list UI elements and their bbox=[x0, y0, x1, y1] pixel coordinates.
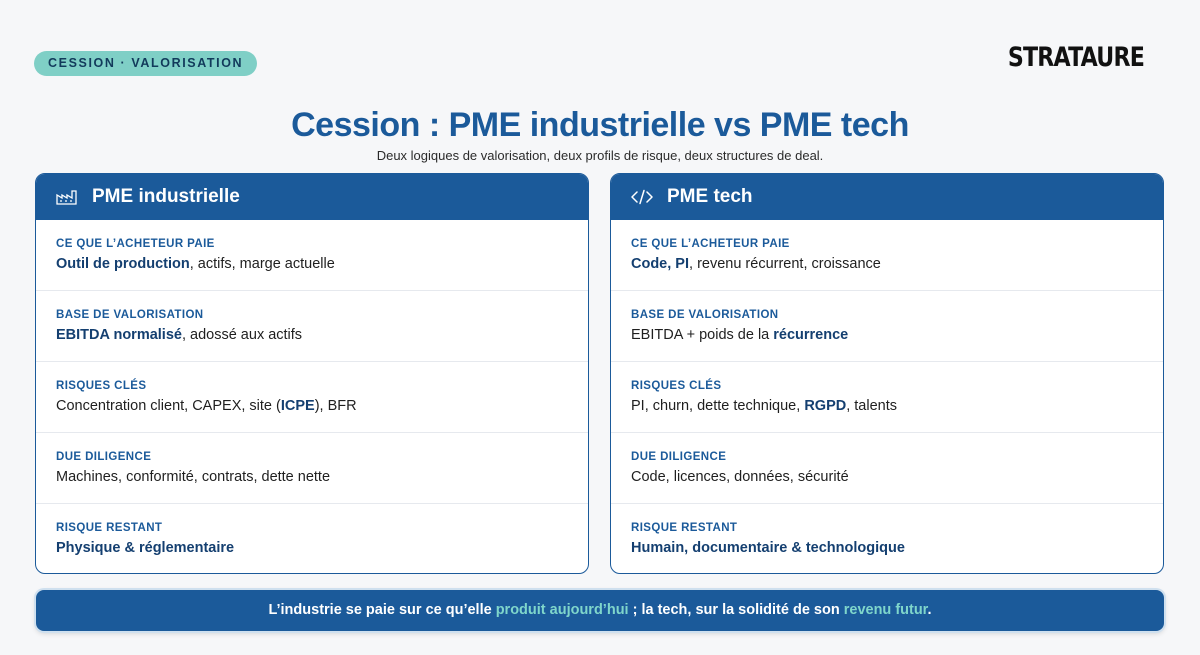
row-label: DUE DILIGENCE bbox=[56, 451, 152, 463]
row-value-post: ), BFR bbox=[314, 398, 357, 414]
row-label: RISQUE RESTANT bbox=[631, 522, 738, 534]
row-key-risks: RISQUES CLÉS Concentration client, CAPEX… bbox=[36, 362, 588, 433]
row-value-pre: Concentration client, CAPEX, site ( bbox=[56, 398, 281, 414]
banner-text: . bbox=[927, 602, 932, 618]
row-value: Code, PI, revenu récurrent, croissance bbox=[631, 256, 1143, 272]
row-label: DUE DILIGENCE bbox=[631, 451, 727, 463]
row-buyer-pays: CE QUE L’ACHETEUR PAIE Outil de producti… bbox=[36, 220, 588, 291]
page-title: Cession : PME industrielle vs PME tech bbox=[291, 106, 909, 144]
brand-logo: STRATAURE bbox=[1007, 42, 1145, 73]
row-label: RISQUE RESTANT bbox=[56, 522, 163, 534]
row-value-rest: , revenu récurrent, croissance bbox=[689, 256, 881, 272]
card-industrial: PME industrielle CE QUE L’ACHETEUR PAIE … bbox=[35, 173, 589, 574]
row-value: EBITDA normalisé, adossé aux actifs bbox=[56, 327, 568, 343]
row-value-pre: EBITDA + poids de la bbox=[631, 327, 774, 343]
section-tag: CESSION · VALORISATION bbox=[34, 51, 258, 76]
code-icon bbox=[631, 188, 653, 206]
card-tech: PME tech CE QUE L’ACHETEUR PAIE Code, PI… bbox=[610, 173, 1164, 574]
row-valuation-basis: BASE DE VALORISATION EBITDA + poids de l… bbox=[611, 291, 1163, 362]
row-label: BASE DE VALORISATION bbox=[631, 309, 779, 321]
factory-icon bbox=[56, 188, 78, 206]
banner-accent: produit aujourd’hui bbox=[495, 602, 629, 618]
banner-text: L’industrie se paie sur ce qu’elle bbox=[268, 602, 496, 618]
row-value-pre: PI, churn, dette technique, bbox=[631, 398, 805, 414]
row-value: Concentration client, CAPEX, site (ICPE)… bbox=[56, 398, 568, 414]
row-value: EBITDA + poids de la récurrence bbox=[631, 327, 1143, 343]
row-value: Machines, conformité, contrats, dette ne… bbox=[56, 469, 331, 485]
card-industrial-header: PME industrielle bbox=[36, 174, 588, 220]
row-value-strong: ICPE bbox=[280, 398, 315, 414]
row-value-strong: Physique & réglementaire bbox=[56, 540, 235, 556]
row-label: CE QUE L’ACHETEUR PAIE bbox=[56, 238, 215, 250]
row-due-diligence: DUE DILIGENCE Code, licences, données, s… bbox=[611, 433, 1163, 504]
card-tech-title: PME tech bbox=[667, 186, 753, 207]
row-key-risks: RISQUES CLÉS PI, churn, dette technique,… bbox=[611, 362, 1163, 433]
row-due-diligence: DUE DILIGENCE Machines, conformité, cont… bbox=[36, 433, 588, 504]
row-buyer-pays: CE QUE L’ACHETEUR PAIE Code, PI, revenu … bbox=[611, 220, 1163, 291]
row-label: RISQUES CLÉS bbox=[631, 380, 722, 392]
row-label: RISQUES CLÉS bbox=[56, 380, 147, 392]
row-label: BASE DE VALORISATION bbox=[56, 309, 204, 321]
card-industrial-title: PME industrielle bbox=[92, 186, 240, 207]
row-value-strong: EBITDA normalisé bbox=[56, 327, 182, 343]
row-value: PI, churn, dette technique, RGPD, talent… bbox=[631, 398, 1143, 414]
row-value-strong: Code, PI bbox=[631, 256, 690, 272]
row-value-strong: RGPD bbox=[804, 398, 847, 414]
row-remaining-risk: RISQUE RESTANT Humain, documentaire & te… bbox=[611, 504, 1163, 573]
banner-accent: revenu futur bbox=[843, 602, 928, 618]
row-value: Physique & réglementaire bbox=[56, 540, 568, 556]
row-value-strong: Outil de production bbox=[56, 256, 190, 272]
row-value-rest: , adossé aux actifs bbox=[181, 327, 303, 343]
row-value-strong: récurrence bbox=[773, 327, 849, 343]
row-value: Outil de production, actifs, marge actue… bbox=[56, 256, 568, 272]
row-value-post: , talents bbox=[846, 398, 897, 414]
row-value: Humain, documentaire & technologique bbox=[631, 540, 1143, 556]
banner-text: ; la tech, sur la solidité de son bbox=[628, 602, 844, 618]
row-value-rest: , actifs, marge actuelle bbox=[189, 256, 335, 272]
row-label: CE QUE L’ACHETEUR PAIE bbox=[631, 238, 790, 250]
row-value-strong: Humain, documentaire & technologique bbox=[631, 540, 905, 556]
page-subtitle: Deux logiques de valorisation, deux prof… bbox=[376, 148, 824, 163]
card-tech-header: PME tech bbox=[611, 174, 1163, 220]
row-value: Code, licences, données, sécurité bbox=[631, 469, 849, 485]
row-remaining-risk: RISQUE RESTANT Physique & réglementaire bbox=[36, 504, 588, 573]
conclusion-banner: L’industrie se paie sur ce qu’elle produ… bbox=[36, 590, 1164, 631]
row-valuation-basis: BASE DE VALORISATION EBITDA normalisé, a… bbox=[36, 291, 588, 362]
